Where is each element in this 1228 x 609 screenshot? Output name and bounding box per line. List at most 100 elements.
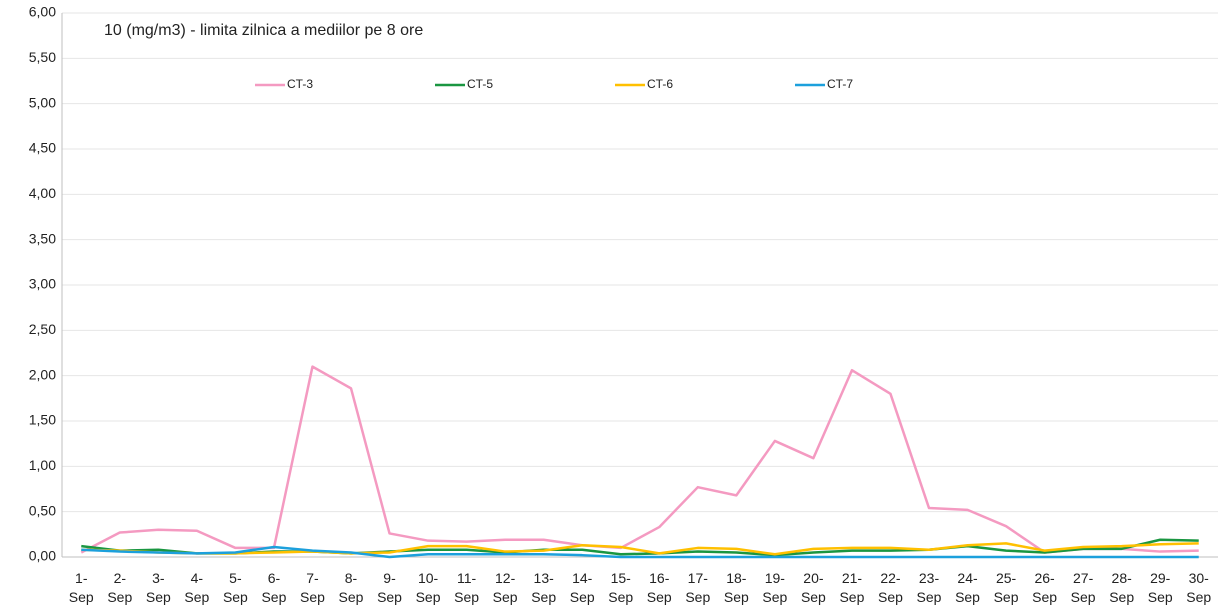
- y-tick-label: 4,50: [29, 140, 56, 156]
- x-tick-label: 8- Sep: [339, 570, 364, 605]
- y-tick-label: 1,00: [29, 457, 56, 473]
- annotation: 10 (mg/m3) - limita zilnica a mediilor p…: [104, 22, 423, 39]
- x-tick-label-line: Sep: [416, 589, 441, 605]
- x-tick-label-line: Sep: [1148, 589, 1173, 605]
- series-line: [80, 365, 1199, 554]
- legend-label: CT-3: [287, 77, 313, 91]
- x-tick-label-line: Sep: [493, 589, 518, 605]
- x-tick-label: 10- Sep: [416, 570, 441, 605]
- x-tick-label: 16- Sep: [647, 570, 672, 605]
- x-tick-label: 23- Sep: [917, 570, 942, 605]
- y-tick-label: 3,00: [29, 276, 56, 292]
- y-tick-label: 6,00: [29, 4, 56, 20]
- x-tick-label-line: 20-: [803, 570, 824, 586]
- x-tick-label-line: Sep: [839, 589, 864, 605]
- x-tick-label-line: Sep: [955, 589, 980, 605]
- x-tick-label-line: 12-: [495, 570, 516, 586]
- x-tick-label-line: 11-: [457, 570, 477, 586]
- x-tick-label-line: Sep: [647, 589, 672, 605]
- x-tick-label-line: 14-: [572, 570, 593, 586]
- x-tick-label-line: Sep: [878, 589, 903, 605]
- x-tick-label-line: 18-: [726, 570, 747, 586]
- x-tick-label: 19- Sep: [762, 570, 787, 605]
- legend-label: CT-5: [467, 77, 493, 91]
- x-tick-label-line: Sep: [1186, 589, 1211, 605]
- x-tick-label: 6- Sep: [261, 570, 286, 605]
- x-tick-label-line: Sep: [608, 589, 633, 605]
- x-tick-label: 14- Sep: [570, 570, 595, 605]
- y-tick-label: 1,50: [29, 412, 56, 428]
- x-tick-label: 29- Sep: [1148, 570, 1173, 605]
- x-tick-label-line: Sep: [1109, 589, 1134, 605]
- x-tick-label: 20- Sep: [801, 570, 826, 605]
- x-tick-label: 21- Sep: [839, 570, 864, 605]
- x-tick-label: 30- Sep: [1186, 570, 1211, 605]
- x-tick-label-line: 13-: [534, 570, 555, 586]
- y-tick-label: 2,50: [29, 321, 56, 337]
- x-tick-label: 2- Sep: [107, 570, 132, 605]
- x-tick-label-line: 5-: [229, 570, 242, 586]
- x-tick-label: 18- Sep: [724, 570, 749, 605]
- series-line: [81, 542, 1199, 556]
- x-tick-label-line: Sep: [801, 589, 826, 605]
- x-tick-label: 25- Sep: [994, 570, 1019, 605]
- x-tick-label-line: Sep: [685, 589, 710, 605]
- series-line: [81, 545, 1199, 559]
- x-tick-label-line: Sep: [377, 589, 402, 605]
- x-tick-label-line: 3-: [152, 570, 165, 586]
- x-tick-label-line: Sep: [107, 589, 132, 605]
- x-tick-label: 17- Sep: [685, 570, 710, 605]
- x-tick-label-line: 25-: [996, 570, 1017, 586]
- x-tick-label-line: 2-: [114, 570, 127, 586]
- x-tick-label-line: Sep: [917, 589, 942, 605]
- x-tick-label: 15- Sep: [608, 570, 633, 605]
- x-tick-label-line: 10-: [418, 570, 439, 586]
- x-tick-label-line: Sep: [1032, 589, 1057, 605]
- x-tick-label-line: 29-: [1150, 570, 1171, 586]
- x-tick-label: 26- Sep: [1032, 570, 1057, 605]
- x-tick-label-line: Sep: [69, 589, 94, 605]
- x-tick-label: 28- Sep: [1109, 570, 1134, 605]
- x-tick-label-line: Sep: [724, 589, 749, 605]
- x-tick-label-line: Sep: [184, 589, 209, 605]
- x-tick-label-line: 16-: [649, 570, 670, 586]
- y-tick-label: 2,00: [29, 366, 56, 382]
- x-tick-label-line: 9-: [383, 570, 396, 586]
- x-tick-label-line: Sep: [570, 589, 595, 605]
- x-tick-label-line: Sep: [339, 589, 364, 605]
- x-tick-label: 5- Sep: [223, 570, 248, 605]
- x-tick-label-line: Sep: [146, 589, 171, 605]
- x-tick-label-line: Sep: [223, 589, 248, 605]
- x-tick-label-line: 1-: [75, 570, 88, 586]
- legend-label: CT-6: [647, 77, 673, 91]
- x-tick-label: 9- Sep: [377, 570, 402, 605]
- x-tick-label-line: Sep: [1071, 589, 1096, 605]
- x-tick-label-line: Sep: [531, 589, 556, 605]
- y-tick-label: 4,00: [29, 185, 56, 201]
- x-tick-label-line: Sep: [454, 589, 479, 605]
- x-tick-label-line: Sep: [994, 589, 1019, 605]
- x-tick-label-line: 15-: [611, 570, 632, 586]
- x-tick-label-line: 17-: [688, 570, 709, 586]
- x-tick-label: 4- Sep: [184, 570, 209, 605]
- x-tick-label-line: Sep: [762, 589, 787, 605]
- x-tick-label-line: 19-: [765, 570, 786, 586]
- x-tick-label-line: 22-: [880, 570, 901, 586]
- x-tick-label: 11- Sep: [454, 570, 479, 605]
- x-tick-label-line: 21-: [842, 570, 863, 586]
- y-tick-label: 0,00: [29, 548, 56, 564]
- y-tick-label: 5,00: [29, 94, 56, 110]
- legend-label: CT-7: [827, 77, 853, 91]
- x-tick-label-line: 27-: [1073, 570, 1094, 586]
- y-tick-label: 3,50: [29, 230, 56, 246]
- y-tick-label: 0,50: [29, 502, 56, 518]
- x-tick-label: 13- Sep: [531, 570, 556, 605]
- x-tick-label-line: 23-: [919, 570, 940, 586]
- x-tick-label: 12- Sep: [493, 570, 518, 605]
- x-tick-label-line: 26-: [1034, 570, 1055, 586]
- x-tick-label-line: 4-: [191, 570, 204, 586]
- x-tick-label: 7- Sep: [300, 570, 325, 605]
- x-tick-label: 3- Sep: [146, 570, 171, 605]
- x-tick-label: 27- Sep: [1071, 570, 1096, 605]
